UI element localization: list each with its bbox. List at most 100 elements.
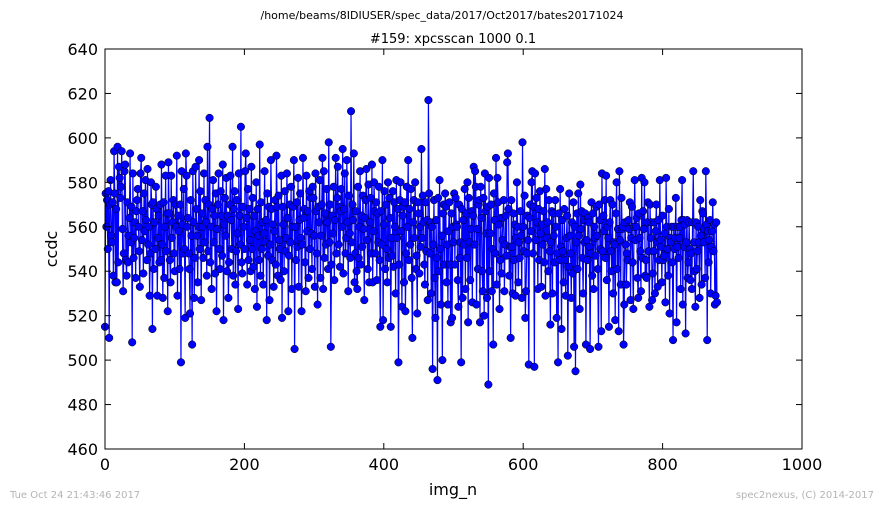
data-point bbox=[252, 302, 262, 311]
data-point bbox=[517, 293, 526, 302]
data-point bbox=[215, 264, 225, 274]
data-point bbox=[386, 322, 395, 331]
data-point bbox=[284, 251, 294, 260]
data-point bbox=[129, 253, 138, 262]
data-point bbox=[664, 204, 673, 214]
data-point bbox=[235, 211, 244, 220]
data-point bbox=[352, 267, 361, 276]
data-point bbox=[224, 293, 233, 302]
data-point bbox=[298, 240, 307, 249]
data-point bbox=[175, 264, 184, 274]
data-point bbox=[548, 289, 557, 298]
data-point bbox=[441, 189, 450, 198]
data-point bbox=[417, 144, 426, 154]
data-point bbox=[165, 209, 174, 218]
data-point bbox=[601, 253, 610, 262]
data-point bbox=[684, 258, 693, 267]
data-point bbox=[673, 242, 682, 251]
data-point bbox=[505, 271, 514, 280]
data-point bbox=[669, 336, 678, 345]
data-point bbox=[277, 313, 287, 322]
data-point bbox=[658, 211, 667, 220]
data-point bbox=[659, 251, 669, 260]
data-point bbox=[413, 309, 422, 318]
y-tick-label: 580 bbox=[67, 173, 98, 192]
data-point bbox=[709, 247, 718, 256]
data-point bbox=[449, 238, 458, 247]
data-point bbox=[412, 251, 421, 260]
data-point bbox=[348, 200, 357, 209]
data-point bbox=[554, 209, 563, 218]
data-point bbox=[475, 318, 485, 327]
data-point bbox=[450, 260, 459, 269]
data-point bbox=[237, 258, 246, 267]
file-path: /home/beams/8IDIUSER/spec_data/2017/Oct2… bbox=[261, 9, 624, 22]
data-point bbox=[639, 224, 648, 234]
data-point bbox=[674, 253, 683, 262]
data-point bbox=[173, 291, 182, 300]
data-point bbox=[195, 156, 204, 165]
data-point bbox=[299, 213, 308, 222]
data-point bbox=[174, 211, 183, 220]
data-point bbox=[174, 227, 183, 236]
data-point bbox=[379, 220, 388, 229]
data-point bbox=[564, 262, 573, 271]
data-point bbox=[112, 204, 121, 214]
data-point bbox=[192, 204, 201, 214]
data-point bbox=[563, 211, 572, 220]
data-point bbox=[427, 289, 436, 298]
data-point bbox=[458, 293, 467, 302]
data-point bbox=[119, 249, 128, 258]
data-point bbox=[681, 329, 690, 338]
data-point bbox=[405, 204, 414, 214]
data-point bbox=[433, 376, 442, 385]
data-point bbox=[346, 107, 356, 116]
data-point bbox=[530, 362, 539, 371]
series-0 bbox=[100, 96, 722, 389]
data-point bbox=[436, 300, 446, 309]
data-point bbox=[486, 229, 495, 238]
data-point bbox=[487, 200, 496, 209]
data-point bbox=[286, 238, 295, 247]
data-point bbox=[200, 238, 209, 247]
data-point bbox=[415, 269, 424, 278]
data-point bbox=[594, 342, 603, 351]
data-point bbox=[428, 364, 437, 374]
data-point bbox=[701, 167, 710, 176]
data-point bbox=[584, 218, 593, 227]
data-point bbox=[712, 298, 722, 307]
data-point bbox=[383, 178, 393, 187]
data-point bbox=[575, 304, 584, 314]
data-point bbox=[335, 262, 344, 271]
data-point bbox=[698, 209, 708, 218]
data-point bbox=[133, 184, 142, 194]
data-point bbox=[349, 216, 358, 225]
data-point bbox=[131, 273, 140, 282]
data-point bbox=[137, 153, 146, 162]
data-point bbox=[289, 156, 298, 165]
data-point bbox=[229, 204, 238, 214]
data-point bbox=[597, 327, 606, 336]
data-point bbox=[657, 278, 666, 287]
y-tick-label: 480 bbox=[67, 396, 98, 415]
data-point bbox=[261, 216, 271, 225]
data-point bbox=[687, 284, 696, 294]
data-point bbox=[271, 260, 280, 269]
data-point bbox=[319, 284, 328, 294]
data-point bbox=[219, 316, 228, 325]
data-point bbox=[595, 200, 604, 209]
data-point bbox=[149, 198, 158, 207]
data-point bbox=[708, 198, 717, 207]
data-point bbox=[353, 182, 363, 191]
data-point bbox=[229, 271, 238, 280]
data-point bbox=[609, 289, 618, 298]
data-point bbox=[250, 284, 259, 294]
data-point bbox=[296, 233, 305, 242]
data-point bbox=[388, 251, 397, 260]
data-point bbox=[682, 238, 691, 247]
data-point bbox=[453, 276, 462, 285]
data-point bbox=[222, 267, 232, 276]
data-point bbox=[266, 240, 275, 249]
data-point bbox=[218, 251, 227, 260]
